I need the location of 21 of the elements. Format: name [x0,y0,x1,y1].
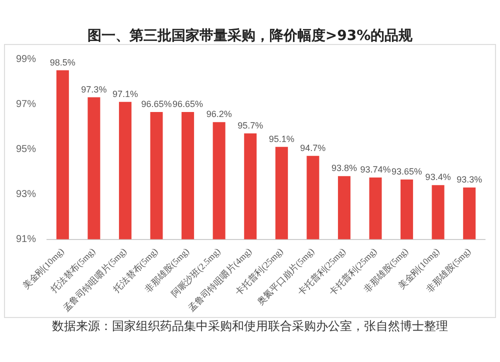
chart-title: 图一、第三批国家带量采购，降价幅度>93%的品规 [86,27,414,45]
source-note: 数据来源：国家组织药品集中采购和使用联合采购办公室，张自然博士整理 [51,318,449,335]
data-label: 96.65% [172,98,204,109]
data-label: 93.3% [456,174,482,184]
y-tick-label: 99% [16,54,36,65]
data-label: 97.1% [112,88,138,99]
data-label: 96.65% [141,98,172,109]
data-label: 95.1% [268,134,294,144]
data-label: 93.8% [331,163,357,174]
data-label: 93.4% [425,172,451,182]
y-tick-label: 93% [16,188,36,200]
data-label: 93.65% [392,166,422,177]
data-label: 96.2% [206,109,232,120]
data-label: 93.74% [360,164,391,175]
data-label: 95.7% [238,120,264,130]
y-tick-label: 91% [16,234,36,246]
data-label: 98.5% [50,57,76,68]
data-label: 94.7% [300,142,326,153]
y-tick-label: 95% [16,144,36,155]
data-label: 97.3% [81,84,107,94]
y-tick-label: 97% [16,98,36,110]
